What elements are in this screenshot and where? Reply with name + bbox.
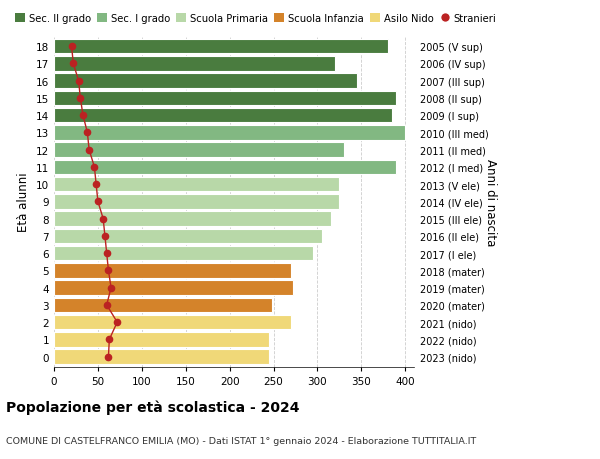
Bar — [54, 109, 392, 123]
Bar — [54, 229, 322, 244]
Bar — [54, 246, 313, 261]
Bar — [54, 263, 291, 278]
Bar — [54, 281, 293, 295]
Text: Popolazione per età scolastica - 2024: Popolazione per età scolastica - 2024 — [6, 399, 299, 414]
Bar — [54, 91, 397, 106]
Bar — [54, 315, 291, 330]
Bar — [54, 40, 388, 54]
Y-axis label: Anni di nascita: Anni di nascita — [484, 158, 497, 246]
Y-axis label: Età alunni: Età alunni — [17, 172, 31, 232]
Bar — [54, 57, 335, 72]
Legend: Sec. II grado, Sec. I grado, Scuola Primaria, Scuola Infanzia, Asilo Nido, Stran: Sec. II grado, Sec. I grado, Scuola Prim… — [11, 10, 500, 28]
Bar — [54, 332, 269, 347]
Bar — [54, 74, 357, 89]
Bar — [54, 178, 340, 192]
Bar — [54, 212, 331, 226]
Bar — [54, 160, 397, 175]
Bar — [54, 126, 405, 140]
Bar — [54, 195, 340, 209]
Bar — [54, 350, 269, 364]
Bar — [54, 143, 344, 157]
Bar — [54, 298, 272, 313]
Text: COMUNE DI CASTELFRANCO EMILIA (MO) - Dati ISTAT 1° gennaio 2024 - Elaborazione T: COMUNE DI CASTELFRANCO EMILIA (MO) - Dat… — [6, 436, 476, 445]
